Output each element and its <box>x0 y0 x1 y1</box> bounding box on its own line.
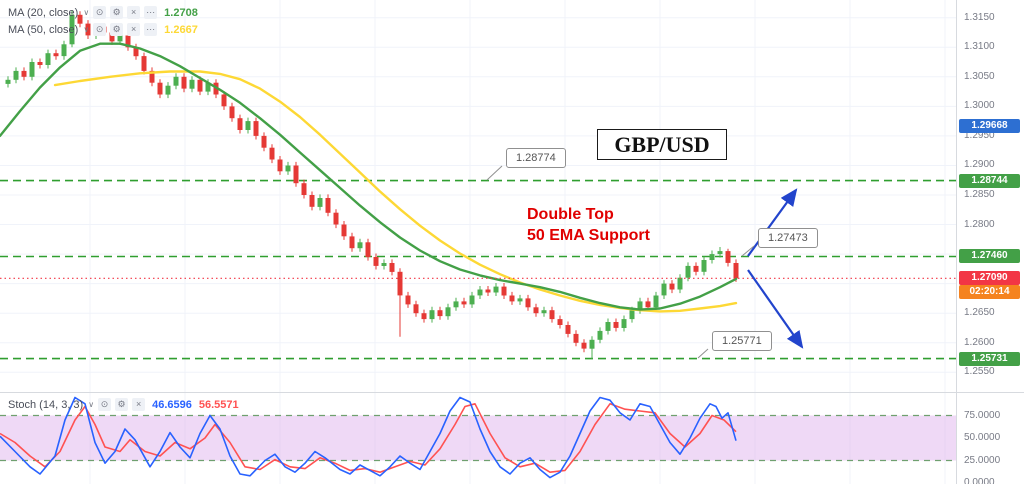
symbol-title-box[interactable]: GBP/USD <box>597 129 727 160</box>
stoch-lines <box>0 396 737 479</box>
stoch-legend: Stoch (14, 3, 3) ∨ ⊙ ⚙ × 46.6596 56.5571 <box>8 396 239 413</box>
axis-tick-label: 1.2950 <box>964 130 995 141</box>
more-icon[interactable]: ⋯ <box>144 6 158 19</box>
chevron-down-icon[interactable]: ∨ <box>88 400 95 409</box>
gear-icon[interactable]: ⚙ <box>115 398 129 411</box>
axis-tick-label: 75.0000 <box>964 410 1001 421</box>
axis-tick-label: 25.0000 <box>964 455 1001 466</box>
price-badge-green: 1.25731 <box>959 352 1020 366</box>
moving-average-lines <box>0 42 738 313</box>
price-badge-green: 1.28744 <box>959 174 1020 188</box>
stoch-label[interactable]: Stoch (14, 3, 3) <box>8 398 84 411</box>
eye-icon[interactable]: ⊙ <box>98 398 112 411</box>
gear-icon[interactable]: ⚙ <box>110 6 124 19</box>
axis-tick-label: 1.2600 <box>964 337 995 348</box>
gear-icon[interactable]: ⚙ <box>110 23 124 36</box>
chart-annotation[interactable]: Double Top 50 EMA Support <box>527 204 650 246</box>
annotation-line-1: Double Top <box>527 206 614 223</box>
ma20-value: 1.2708 <box>164 6 198 19</box>
ma20-label[interactable]: MA (20, close) <box>8 6 79 19</box>
axis-tick-label: 1.3100 <box>964 41 995 52</box>
ma50-value: 1.2667 <box>164 23 198 36</box>
price-callout[interactable]: 1.27473 <box>758 228 818 248</box>
axis-tick-label: 0.0000 <box>964 477 995 484</box>
axis-tick-label: 50.0000 <box>964 432 1001 443</box>
price-axis[interactable]: 1.3150 1.3100 1.3050 1.3000 1.2950 1.2900 1.28… <box>956 0 1024 484</box>
axis-tick-label: 1.3050 <box>964 71 995 82</box>
grid-lines <box>0 0 956 484</box>
annotation-line-2: 50 EMA Support <box>527 227 650 244</box>
indicator-legend: MA (20, close) ∨ ⊙ ⚙ × ⋯ 1.2708 MA (50, … <box>8 4 198 38</box>
callout-leaders <box>486 165 755 359</box>
price-callout[interactable]: 1.28774 <box>506 148 566 168</box>
eye-icon[interactable]: ⊙ <box>93 23 107 36</box>
price-badge-red: 1.27090 <box>959 271 1020 285</box>
trend-arrows[interactable] <box>747 188 804 349</box>
axis-tick-label: 1.3150 <box>964 12 995 23</box>
axis-tick-label: 1.2850 <box>964 189 995 200</box>
countdown-badge: 02:20:14 <box>959 285 1020 299</box>
ma50-legend-row: MA (50, close) ∨ ⊙ ⚙ × ⋯ 1.2667 <box>8 21 198 38</box>
chevron-down-icon[interactable]: ∨ <box>83 8 90 17</box>
stoch-k-value: 46.6596 <box>152 398 192 411</box>
axis-tick-label: 1.2900 <box>964 159 995 170</box>
axis-tick-label: 1.3000 <box>964 100 995 111</box>
eye-icon[interactable]: ⊙ <box>93 6 107 19</box>
price-callout[interactable]: 1.25771 <box>712 331 772 351</box>
pane-divider[interactable] <box>0 392 1024 393</box>
chart-canvas[interactable] <box>0 0 956 484</box>
ma50-label[interactable]: MA (50, close) <box>8 23 79 36</box>
ma20-legend-row: MA (20, close) ∨ ⊙ ⚙ × ⋯ 1.2708 <box>8 4 198 21</box>
axis-tick-label: 1.2800 <box>964 219 995 230</box>
axis-tick-label: 1.2550 <box>964 366 995 377</box>
more-icon[interactable]: ⋯ <box>144 23 158 36</box>
stoch-legend-row: Stoch (14, 3, 3) ∨ ⊙ ⚙ × 46.6596 56.5571 <box>8 396 239 413</box>
close-icon[interactable]: × <box>127 6 141 19</box>
stoch-d-value: 56.5571 <box>198 398 239 411</box>
candles-layer <box>5 10 739 360</box>
axis-tick-label: 1.2650 <box>964 307 995 318</box>
price-badge-green: 1.27460 <box>959 249 1020 263</box>
price-badge-blue: 1.29668 <box>959 119 1020 133</box>
close-icon[interactable]: × <box>127 23 141 36</box>
close-icon[interactable]: × <box>132 398 146 411</box>
chevron-down-icon[interactable]: ∨ <box>83 25 90 34</box>
support-resistance-lines[interactable] <box>0 179 956 360</box>
